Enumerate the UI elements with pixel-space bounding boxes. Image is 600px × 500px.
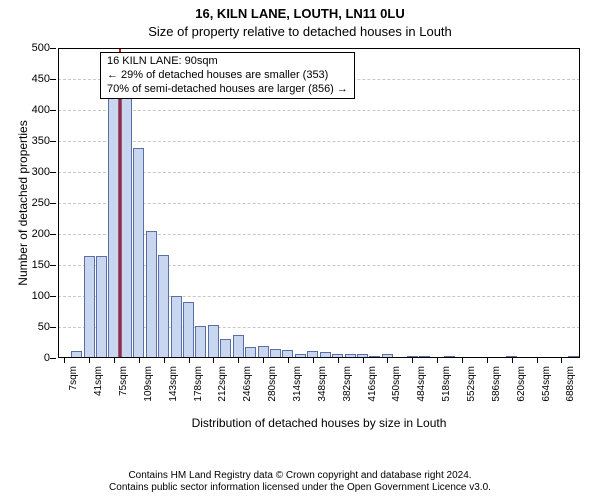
histogram-bar <box>208 325 219 358</box>
x-tick-label: 41sqm <box>93 366 104 396</box>
histogram-bar <box>171 296 182 358</box>
x-tick-label: 280sqm <box>267 366 278 402</box>
x-tick-label: 620sqm <box>516 366 527 402</box>
y-tick-label: 0 <box>18 352 50 364</box>
chart-subtitle: Size of property relative to detached ho… <box>0 24 600 39</box>
annotation-box: 16 KILN LANE: 90sqm ← 29% of detached ho… <box>100 52 355 99</box>
x-tick-label: 586sqm <box>491 366 502 402</box>
x-tick-label: 484sqm <box>416 366 427 402</box>
x-tick-label: 178sqm <box>193 366 204 402</box>
x-tick-label: 143sqm <box>168 366 179 402</box>
x-tick-label: 212sqm <box>217 366 228 402</box>
x-tick-label: 382sqm <box>342 366 353 402</box>
histogram-bar <box>220 339 231 358</box>
x-tick-label: 552sqm <box>466 366 477 402</box>
histogram-bar <box>133 148 144 358</box>
x-axis-label: Distribution of detached houses by size … <box>58 416 580 430</box>
x-tick-label: 518sqm <box>441 366 452 402</box>
histogram-bar <box>96 256 107 358</box>
x-tick-label: 416sqm <box>367 366 378 402</box>
histogram-bar <box>84 256 95 358</box>
histogram-bar <box>108 91 119 358</box>
x-tick-label: 75sqm <box>118 366 129 396</box>
x-tick-label: 109sqm <box>143 366 154 402</box>
annotation-line1: 16 KILN LANE: 90sqm <box>107 55 348 69</box>
chart-title-address: 16, KILN LANE, LOUTH, LN11 0LU <box>0 6 600 21</box>
histogram-bar <box>146 231 157 358</box>
footnote-line2: Contains public sector information licen… <box>0 482 600 494</box>
histogram-bar <box>158 255 169 358</box>
annotation-line3: 70% of semi-detached houses are larger (… <box>107 83 348 97</box>
x-tick-label: 7sqm <box>68 366 79 390</box>
x-tick-label: 246sqm <box>242 366 253 402</box>
y-tick-label: 500 <box>18 42 50 54</box>
histogram-bar <box>121 98 132 358</box>
x-tick-label: 688sqm <box>565 366 576 402</box>
x-tick-label: 450sqm <box>391 366 402 402</box>
histogram-bar <box>183 302 194 358</box>
x-tick-label: 654sqm <box>541 366 552 402</box>
y-axis-label: Number of detached properties <box>16 103 30 303</box>
histogram-bar <box>195 326 206 358</box>
y-tick-label: 450 <box>18 73 50 85</box>
annotation-line2: ← 29% of detached houses are smaller (35… <box>107 69 348 83</box>
x-tick-label: 348sqm <box>317 366 328 402</box>
y-tick-label: 50 <box>18 321 50 333</box>
property-size-chart: 16, KILN LANE, LOUTH, LN11 0LU Size of p… <box>0 0 600 500</box>
footnote-line1: Contains HM Land Registry data © Crown c… <box>0 470 600 482</box>
histogram-bar <box>233 335 244 358</box>
x-tick-label: 314sqm <box>292 366 303 402</box>
footnote: Contains HM Land Registry data © Crown c… <box>0 470 600 494</box>
